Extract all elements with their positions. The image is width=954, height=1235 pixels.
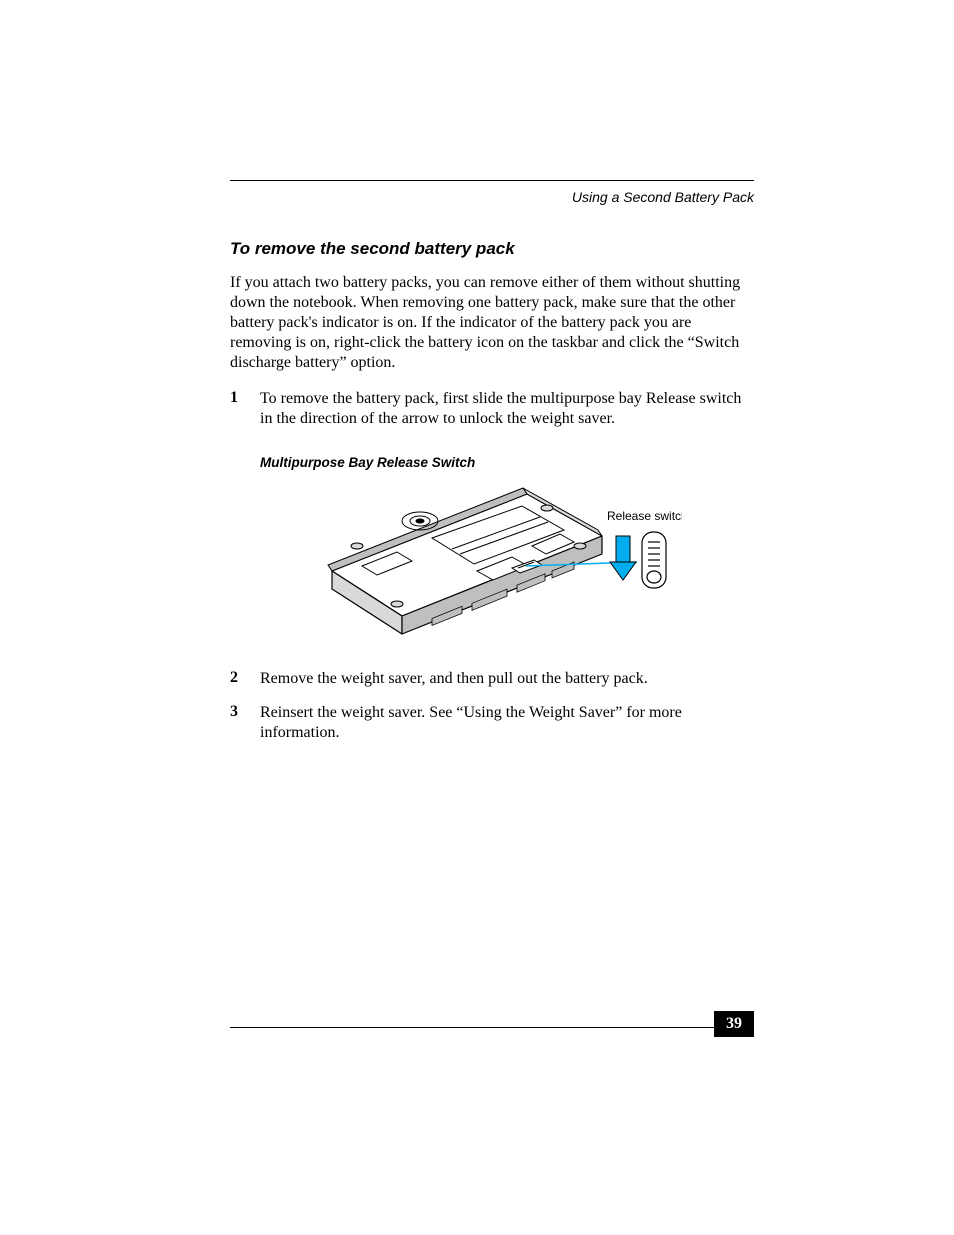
laptop-underside-diagram: Release switch [302, 476, 682, 651]
page-number: 39 [714, 1011, 754, 1037]
footer-rule [230, 1027, 754, 1028]
intro-paragraph: If you attach two battery packs, you can… [230, 273, 754, 373]
step-number: 1 [230, 389, 260, 429]
step-item: 3 Reinsert the weight saver. See “Using … [230, 703, 754, 743]
figure-caption: Multipurpose Bay Release Switch [230, 455, 754, 470]
step-text: To remove the battery pack, first slide … [260, 389, 754, 429]
figure: Release switch [230, 476, 754, 651]
running-head: Using a Second Battery Pack [230, 189, 754, 205]
step-item: 1 To remove the battery pack, first slid… [230, 389, 754, 429]
page-footer: 39 [230, 1027, 754, 1028]
step-list: 1 To remove the battery pack, first slid… [230, 389, 754, 429]
manual-page: Using a Second Battery Pack To remove th… [0, 0, 954, 1235]
step-number: 3 [230, 703, 260, 743]
top-rule [230, 180, 754, 181]
step-list-continued: 2 Remove the weight saver, and then pull… [230, 669, 754, 743]
step-text: Remove the weight saver, and then pull o… [260, 669, 648, 689]
section-title: To remove the second battery pack [230, 239, 754, 259]
release-switch-label: Release switch [607, 509, 682, 523]
step-text: Reinsert the weight saver. See “Using th… [260, 703, 754, 743]
step-item: 2 Remove the weight saver, and then pull… [230, 669, 754, 689]
step-number: 2 [230, 669, 260, 689]
